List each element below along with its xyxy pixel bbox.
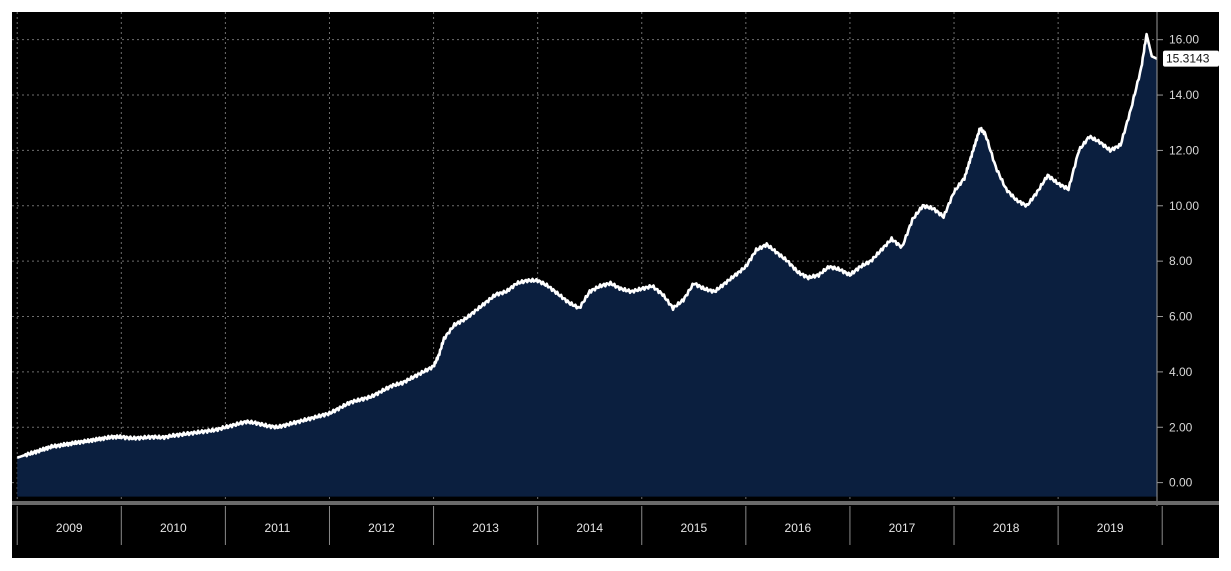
y-tick-label: 0.00 xyxy=(1169,476,1193,490)
y-tick-label: 14.00 xyxy=(1169,88,1199,102)
series-line xyxy=(16,32,1158,459)
y-tick-label: 6.00 xyxy=(1169,310,1193,324)
x-tick-label: 2016 xyxy=(785,521,812,535)
y-tick-label: 2.00 xyxy=(1169,420,1193,434)
y-tick-label: 16.00 xyxy=(1169,33,1199,47)
x-tick-label: 2014 xyxy=(576,521,603,535)
y-tick-label: 8.00 xyxy=(1169,254,1193,268)
y-tick-label: 10.00 xyxy=(1169,199,1199,213)
x-tick-label: 2009 xyxy=(56,521,83,535)
x-axis-divider xyxy=(12,501,1219,505)
x-tick-label: 2010 xyxy=(160,521,187,535)
y-tick-label: 4.00 xyxy=(1169,365,1193,379)
y-tick-label: 12.00 xyxy=(1169,143,1199,157)
x-tick-label: 2018 xyxy=(993,521,1020,535)
x-axis: 2009 2010 2011 2012 2013 2014 2015 2016 2017 2018… xyxy=(12,501,1219,545)
x-tick-label: 2015 xyxy=(680,521,707,535)
last-value-marker: 15.3143 xyxy=(1163,50,1219,67)
x-tick-label: 2011 xyxy=(265,521,291,535)
y-axis: 0.00 2.00 4.00 6.00 8.00 10.00 12.00 14.00 16.00 xyxy=(1156,12,1199,506)
x-axis-band xyxy=(12,506,1219,545)
x-tick-label: 2019 xyxy=(1097,521,1124,535)
series-area xyxy=(17,34,1158,497)
x-tick-label: 2013 xyxy=(472,521,499,535)
x-tick-label: 2012 xyxy=(368,521,395,535)
x-tick-label: 2017 xyxy=(889,521,916,535)
last-value-label: 15.3143 xyxy=(1166,52,1210,66)
last-value-box xyxy=(1163,50,1219,67)
